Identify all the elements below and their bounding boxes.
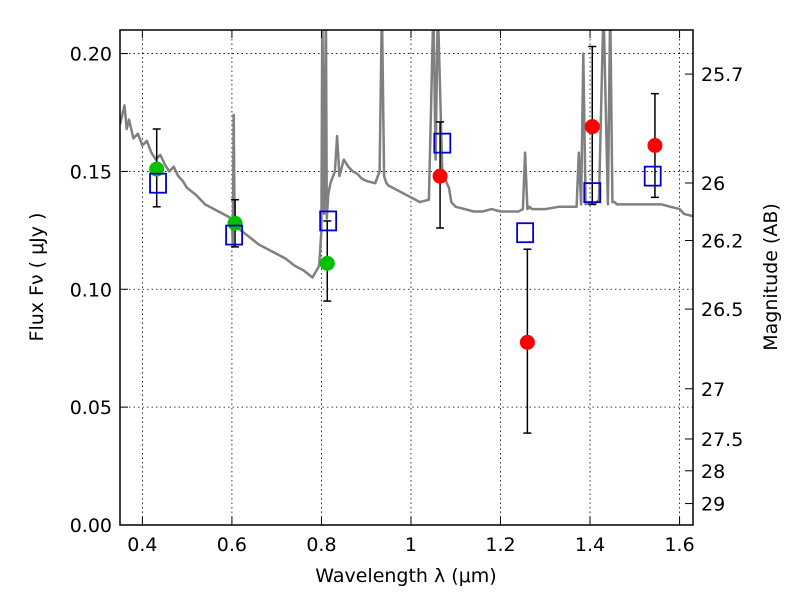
y-tick-label: 0.20 — [70, 44, 112, 66]
y-tick-label: 0.10 — [70, 279, 112, 301]
right-axis-title: Magnitude (AB) — [760, 203, 782, 351]
right-tick-label: 27 — [701, 379, 725, 401]
model-square — [583, 182, 602, 204]
y-tick-label: 0.15 — [70, 161, 112, 183]
data-markers — [149, 119, 663, 350]
model-square — [516, 222, 535, 244]
model-square — [225, 224, 244, 246]
data-point — [319, 255, 335, 271]
right-tick-label: 26.2 — [701, 230, 743, 252]
model-square — [433, 132, 452, 154]
right-tick-label: 28 — [701, 461, 725, 483]
y-tick-label: 0.00 — [70, 515, 112, 537]
x-tick-label: 1 — [405, 534, 417, 556]
model-spectrum-line — [120, 30, 693, 279]
right-tick-label: 29 — [701, 494, 725, 516]
axis-ticks: 0.4 0.6 0.8 1 1.2 1.4 1.6 0.00 0.05 0.10 0.15 0.20 2… — [70, 30, 743, 556]
x-tick-label: 0.4 — [127, 534, 157, 556]
x-tick-label: 1.6 — [664, 534, 694, 556]
grid — [120, 30, 693, 526]
plot-frame — [119, 29, 694, 526]
right-tick-label: 27.5 — [701, 429, 743, 451]
data-point — [647, 138, 663, 153]
model-square — [149, 172, 167, 194]
y-tick-label: 0.05 — [70, 397, 112, 419]
x-tick-label: 1.2 — [485, 534, 515, 556]
model-spectrum — [120, 30, 693, 279]
x-tick-label: 1.4 — [575, 534, 605, 556]
data-point — [227, 215, 243, 231]
right-tick-label: 26.5 — [701, 299, 743, 321]
right-tick-label: 26 — [701, 173, 725, 195]
model-square — [643, 165, 662, 187]
data-point — [584, 119, 600, 135]
x-tick-label: 0.6 — [217, 534, 247, 556]
x-axis-title: Wavelength λ (μm) — [315, 565, 496, 587]
y-axis-title: Flux Fν ( μJy ) — [26, 213, 48, 342]
data-point — [519, 334, 535, 350]
x-tick-label: 0.8 — [306, 534, 336, 556]
right-tick-label: 25.7 — [701, 64, 743, 86]
data-point — [432, 168, 448, 184]
model-square — [319, 210, 338, 232]
